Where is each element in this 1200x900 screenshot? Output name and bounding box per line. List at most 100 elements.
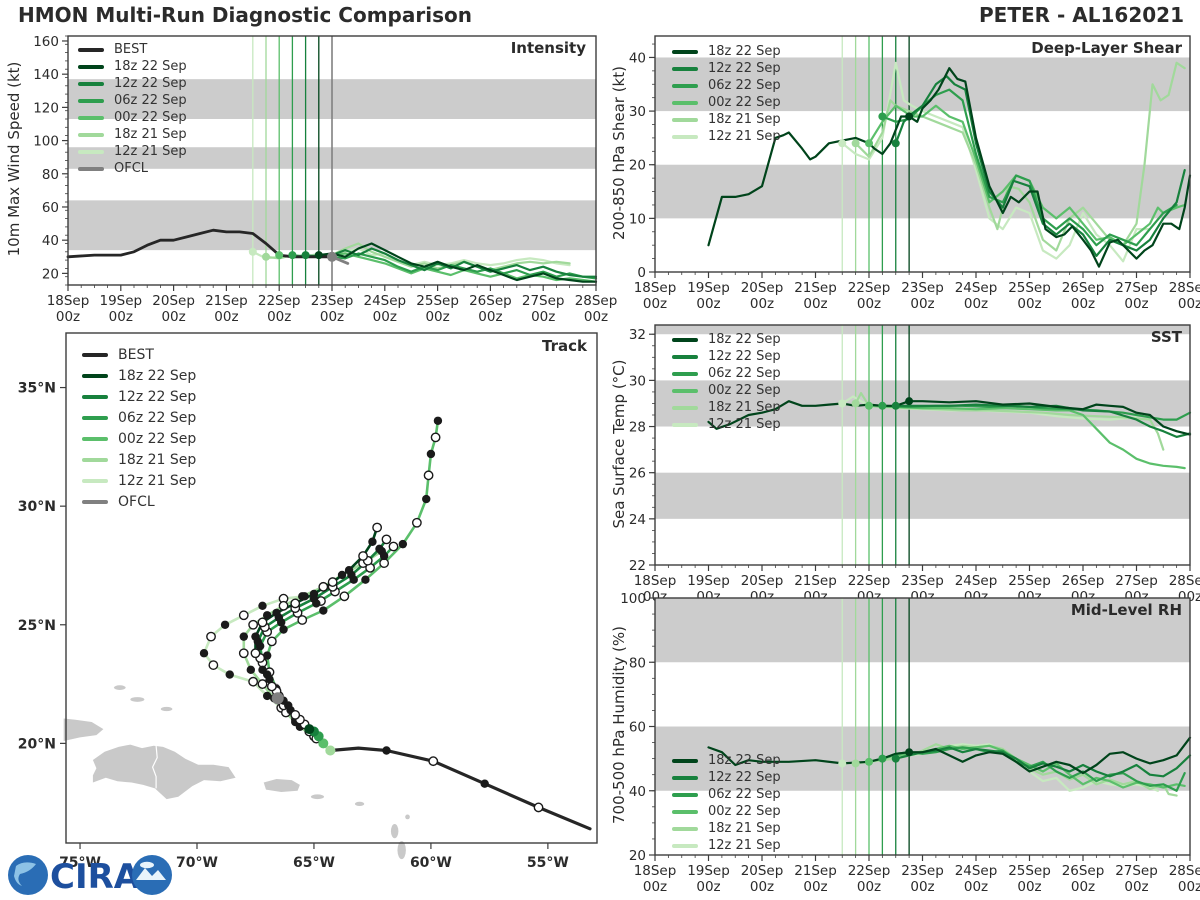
svg-text:00z: 00z bbox=[1124, 296, 1148, 312]
svg-text:19Sep: 19Sep bbox=[687, 280, 730, 296]
sst-legend: 18z 22 Sep 12z 22 Sep 06z 22 Sep 00z 22 Sep… bbox=[672, 331, 781, 433]
svg-text:24: 24 bbox=[629, 512, 646, 528]
svg-text:26: 26 bbox=[629, 466, 646, 482]
rh-ylabel: 700-500 hPa Humidity (%) bbox=[610, 625, 628, 825]
category-band bbox=[655, 472, 1190, 519]
track-legend: BEST 18z 22 Sep 12z 22 Sep 06z 22 Sep 00z 22… bbox=[82, 344, 196, 512]
legend-item-r18z22: 18z 22 Sep bbox=[82, 365, 196, 386]
svg-text:30: 30 bbox=[629, 104, 646, 120]
position-dot-open bbox=[428, 756, 439, 767]
svg-text:24Sep: 24Sep bbox=[955, 280, 998, 296]
island bbox=[397, 841, 406, 860]
svg-text:00z: 00z bbox=[857, 296, 881, 312]
cira-logo-text: CIRA bbox=[50, 857, 141, 897]
svg-text:60: 60 bbox=[629, 720, 646, 736]
legend-item-r06z22: 06z 22 Sep bbox=[672, 365, 781, 382]
legend-swatch-r12z22 bbox=[672, 354, 698, 359]
svg-text:00z: 00z bbox=[643, 296, 667, 312]
svg-text:27Sep: 27Sep bbox=[1115, 280, 1158, 296]
track-map: 75°W 70°W 65°W 60°W 55°W 20°N 25°N 30°N 35°N bbox=[18, 332, 598, 871]
legend-item-best: BEST bbox=[78, 41, 187, 58]
legend-swatch-r12z22 bbox=[78, 81, 104, 86]
legend-swatch-r06z22 bbox=[82, 415, 108, 420]
position-dot-filled bbox=[382, 746, 391, 755]
legend-item-r12z22: 12z 22 Sep bbox=[672, 348, 781, 365]
svg-text:00z: 00z bbox=[320, 309, 344, 325]
legend-swatch-r00z22 bbox=[82, 436, 108, 441]
svg-text:19Sep: 19Sep bbox=[687, 863, 730, 879]
legend-label: 00z 22 Sep bbox=[708, 383, 781, 398]
legend-swatch-r12z22 bbox=[672, 66, 698, 71]
legend-swatch-r18z22 bbox=[672, 49, 698, 54]
svg-text:120: 120 bbox=[33, 100, 59, 116]
legend-swatch-r06z22 bbox=[672, 371, 698, 376]
svg-text:21Sep: 21Sep bbox=[794, 573, 837, 589]
position-dot-open bbox=[430, 432, 441, 443]
svg-text:28Sep: 28Sep bbox=[1169, 280, 1200, 296]
svg-text:27Sep: 27Sep bbox=[1115, 863, 1158, 879]
track-start-dot-r18z22 bbox=[304, 724, 315, 735]
svg-text:23Sep: 23Sep bbox=[901, 573, 944, 589]
position-dot-open bbox=[411, 517, 422, 528]
position-dot-open bbox=[278, 600, 289, 611]
svg-text:28: 28 bbox=[629, 420, 646, 436]
track-best bbox=[328, 746, 592, 831]
svg-text:80: 80 bbox=[629, 655, 646, 671]
position-dot-open bbox=[238, 648, 249, 659]
init-dot-r12z22 bbox=[891, 401, 900, 410]
position-dot-open bbox=[248, 619, 259, 630]
island bbox=[130, 697, 145, 702]
svg-text:00z: 00z bbox=[750, 879, 774, 895]
legend-label: 06z 22 Sep bbox=[118, 409, 197, 426]
svg-text:75°W: 75°W bbox=[59, 855, 101, 871]
legend-item-r18z21: 18z 21 Sep bbox=[82, 449, 196, 470]
svg-text:00z: 00z bbox=[161, 309, 185, 325]
svg-text:25Sep: 25Sep bbox=[1008, 280, 1051, 296]
svg-text:00z: 00z bbox=[109, 309, 133, 325]
svg-text:21Sep: 21Sep bbox=[794, 280, 837, 296]
position-dot-filled bbox=[262, 651, 272, 660]
legend-swatch-r12z22 bbox=[672, 775, 698, 780]
init-dot-r18z22 bbox=[905, 748, 914, 757]
legend-label: OFCL bbox=[114, 161, 149, 176]
position-dot-filled bbox=[225, 670, 234, 679]
svg-text:20: 20 bbox=[629, 848, 646, 864]
svg-text:18Sep: 18Sep bbox=[47, 293, 90, 309]
position-dot-open bbox=[266, 636, 277, 647]
sst-series-r00z22 bbox=[867, 404, 1186, 470]
legend-item-ofcl: OFCL bbox=[82, 491, 196, 512]
legend-swatch-r18z21 bbox=[82, 457, 108, 462]
svg-text:00z: 00z bbox=[1124, 879, 1148, 895]
legend-swatch-r00z22 bbox=[672, 809, 698, 814]
legend-swatch-r12z21 bbox=[82, 478, 108, 483]
init-dot-r12z22 bbox=[301, 251, 310, 260]
svg-text:00z: 00z bbox=[1071, 296, 1095, 312]
position-dot-filled bbox=[239, 632, 248, 641]
position-dot-filled bbox=[422, 494, 431, 504]
svg-text:20Sep: 20Sep bbox=[152, 293, 195, 309]
svg-text:60°W: 60°W bbox=[410, 855, 452, 871]
position-dot-open bbox=[257, 617, 268, 628]
legend-label: OFCL bbox=[118, 493, 155, 510]
position-dot-filled bbox=[199, 649, 209, 658]
legend-swatch-r18z22 bbox=[672, 758, 698, 763]
legend-item-r18z21: 18z 21 Sep bbox=[672, 111, 781, 128]
legend-item-r12z22: 12z 22 Sep bbox=[82, 386, 196, 407]
init-dot-r18z21 bbox=[262, 252, 270, 261]
legend-label: 12z 22 Sep bbox=[708, 770, 781, 785]
svg-text:20: 20 bbox=[42, 266, 59, 282]
position-dot-filled bbox=[375, 544, 384, 554]
legend-swatch-best bbox=[78, 47, 104, 52]
track-start-dot-r00z22 bbox=[318, 738, 329, 749]
svg-text:00z: 00z bbox=[425, 309, 449, 325]
position-dot-open bbox=[266, 681, 277, 692]
shear-series-r12z21 bbox=[841, 61, 1151, 263]
svg-text:22Sep: 22Sep bbox=[258, 293, 301, 309]
svg-text:25Sep: 25Sep bbox=[1008, 863, 1051, 879]
svg-text:00z: 00z bbox=[803, 879, 827, 895]
svg-text:32: 32 bbox=[629, 327, 646, 343]
legend-item-r12z21: 12z 21 Sep bbox=[672, 128, 781, 145]
svg-text:20Sep: 20Sep bbox=[741, 280, 784, 296]
init-dot-r12z22 bbox=[891, 754, 900, 763]
